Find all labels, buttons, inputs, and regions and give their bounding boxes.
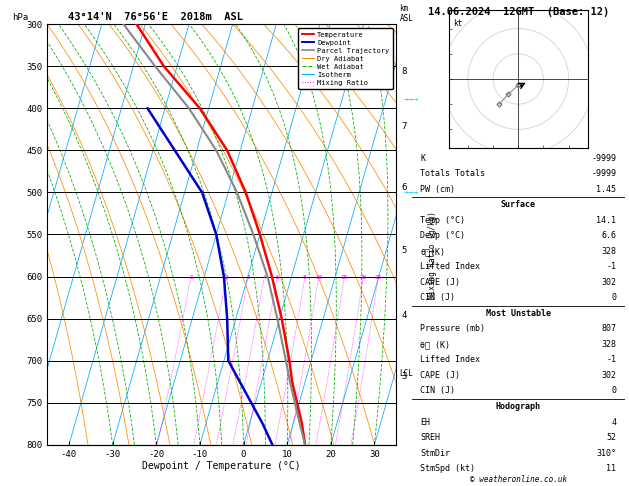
- Text: 3: 3: [247, 275, 250, 280]
- Text: 302: 302: [601, 278, 616, 287]
- Text: EH: EH: [421, 417, 430, 427]
- Text: 5: 5: [275, 275, 279, 280]
- Text: SREH: SREH: [421, 433, 440, 442]
- Text: Dewp (°C): Dewp (°C): [421, 231, 465, 241]
- Text: 14.1: 14.1: [596, 216, 616, 225]
- Text: -1: -1: [606, 355, 616, 364]
- Text: 8: 8: [303, 275, 307, 280]
- Text: -9999: -9999: [591, 154, 616, 163]
- Text: 328: 328: [601, 247, 616, 256]
- Text: Lifted Index: Lifted Index: [421, 262, 481, 272]
- Text: StmDir: StmDir: [421, 449, 450, 457]
- Text: 0: 0: [611, 294, 616, 302]
- Text: 43°14'N  76°56'E  2018m  ASL: 43°14'N 76°56'E 2018m ASL: [67, 12, 243, 22]
- X-axis label: Dewpoint / Temperature (°C): Dewpoint / Temperature (°C): [142, 461, 301, 471]
- Text: 10: 10: [315, 275, 323, 280]
- Text: θᴄ(K): θᴄ(K): [421, 247, 445, 256]
- Text: 1: 1: [189, 275, 193, 280]
- Text: 20: 20: [360, 275, 367, 280]
- Text: CAPE (J): CAPE (J): [421, 278, 460, 287]
- Text: Most Unstable: Most Unstable: [486, 309, 551, 318]
- Text: 2: 2: [225, 275, 228, 280]
- Text: 25: 25: [374, 275, 382, 280]
- Text: 6.6: 6.6: [601, 231, 616, 241]
- Text: 328: 328: [601, 340, 616, 349]
- Text: PW (cm): PW (cm): [421, 185, 455, 194]
- Text: Temp (°C): Temp (°C): [421, 216, 465, 225]
- Text: kt: kt: [453, 18, 462, 28]
- Text: 807: 807: [601, 325, 616, 333]
- Text: 4: 4: [262, 275, 266, 280]
- Text: 14.06.2024  12GMT  (Base: 12): 14.06.2024 12GMT (Base: 12): [428, 7, 609, 17]
- Text: -1: -1: [606, 262, 616, 272]
- Text: CAPE (J): CAPE (J): [421, 371, 460, 380]
- Text: LCL: LCL: [399, 369, 413, 378]
- Text: hPa: hPa: [13, 13, 29, 22]
- Legend: Temperature, Dewpoint, Parcel Trajectory, Dry Adiabat, Wet Adiabat, Isotherm, Mi: Temperature, Dewpoint, Parcel Trajectory…: [298, 28, 392, 89]
- Text: CIN (J): CIN (J): [421, 386, 455, 396]
- Text: 4: 4: [611, 417, 616, 427]
- Text: 310°: 310°: [596, 449, 616, 457]
- Text: Mixing Ratio (g/kg): Mixing Ratio (g/kg): [428, 211, 437, 299]
- Text: →→→: →→→: [404, 188, 419, 197]
- Text: © weatheronline.co.uk: © weatheronline.co.uk: [470, 474, 567, 484]
- Text: Surface: Surface: [501, 200, 536, 209]
- Text: 302: 302: [601, 371, 616, 380]
- Text: 1.45: 1.45: [596, 185, 616, 194]
- Text: 0: 0: [611, 386, 616, 396]
- Text: θᴄ (K): θᴄ (K): [421, 340, 450, 349]
- Text: Pressure (mb): Pressure (mb): [421, 325, 486, 333]
- Text: 15: 15: [341, 275, 348, 280]
- Text: Totals Totals: Totals Totals: [421, 170, 486, 178]
- Text: K: K: [421, 154, 425, 163]
- Text: km
ASL: km ASL: [399, 4, 413, 23]
- Text: 52: 52: [606, 433, 616, 442]
- Text: Hodograph: Hodograph: [496, 402, 541, 411]
- Text: -9999: -9999: [591, 170, 616, 178]
- Text: 11: 11: [606, 464, 616, 473]
- Text: →→→: →→→: [404, 95, 419, 104]
- Text: Lifted Index: Lifted Index: [421, 355, 481, 364]
- Text: StmSpd (kt): StmSpd (kt): [421, 464, 476, 473]
- Text: CIN (J): CIN (J): [421, 294, 455, 302]
